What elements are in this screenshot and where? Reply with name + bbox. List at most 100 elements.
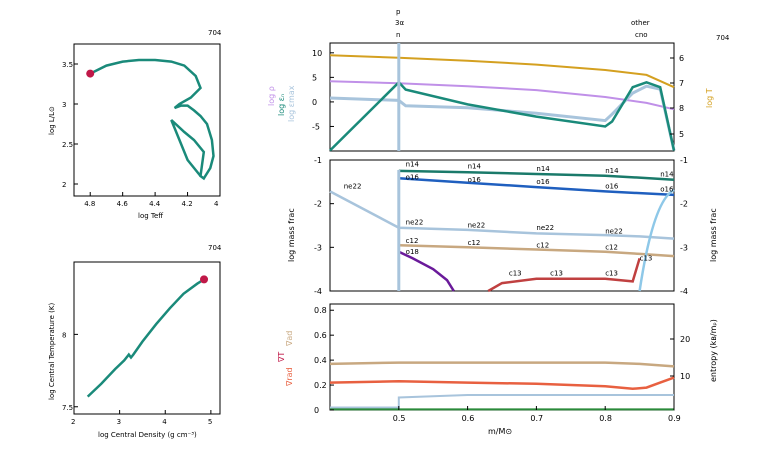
rhot-xtick-label: 3 xyxy=(117,418,121,426)
abund-species-label: o16 xyxy=(468,176,482,184)
marker-cno: cno xyxy=(635,31,648,39)
abund-frame xyxy=(329,159,675,292)
abund-species-label: n14 xyxy=(605,167,619,175)
central-density-temperature-panel: 2 3 4 5 8 7.5 log Central Density (g cm⁻³) lo… xyxy=(48,261,221,439)
hr-model-number: 704 xyxy=(208,29,222,37)
abund-species-label: c13 xyxy=(605,270,618,278)
abund-series-line xyxy=(398,169,675,181)
abund-species-label: ne22 xyxy=(344,182,362,190)
profile-label-logT: log T xyxy=(705,88,714,108)
hr-xtick-label: 4.6 xyxy=(117,200,129,208)
grad-ytick-label: 0.2 xyxy=(314,381,327,390)
hr-xtick-label: 4 xyxy=(214,200,219,208)
grad-ytick-label: 0.8 xyxy=(314,306,327,315)
abund-species-label: c12 xyxy=(406,237,419,245)
hr-ytick-label: 3.5 xyxy=(62,61,73,69)
marker-n: n xyxy=(396,31,400,39)
profile-rtick-label: 8 xyxy=(679,104,684,113)
grad-label-ad: ∇ad xyxy=(285,331,294,347)
abund-species-label: n14 xyxy=(468,163,482,171)
abund-species-label: c12 xyxy=(468,239,481,247)
abund-species-label: ne22 xyxy=(468,222,486,230)
marker-3a: 3α xyxy=(395,19,404,27)
grad-label-rad: ∇rad xyxy=(285,367,294,387)
rhot-current-marker xyxy=(200,275,209,284)
abund-series-line xyxy=(398,177,675,197)
grad-rtick-label: 10 xyxy=(680,372,690,381)
profile-ytick-label: 5 xyxy=(312,73,317,82)
rhot-track-line xyxy=(86,278,205,398)
profile-series-line xyxy=(329,80,676,152)
grad-series-line xyxy=(329,376,675,391)
abund-species-label: n14 xyxy=(536,165,550,173)
abundance-panel: -1 -1 -2 -2 -3 -3 -4 -4 n14 n14 n14 n14 n14 o16 o16 o1… xyxy=(287,156,718,296)
abund-species-label: o16 xyxy=(536,178,550,186)
rhot-xtick-label: 2 xyxy=(71,418,75,426)
grad-xtick-label: 0.5 xyxy=(393,414,406,423)
grad-xtick-label: 0.6 xyxy=(462,414,475,423)
profile-rtick-label: 6 xyxy=(679,54,684,63)
profile-rtick-label: 5 xyxy=(679,130,684,139)
grad-xtick-label: 0.8 xyxy=(599,414,612,423)
abund-ylabel-right: log mass frac xyxy=(709,208,718,262)
abund-species-label: o16 xyxy=(406,174,420,182)
abund-species-label: n14 xyxy=(660,171,674,179)
grad-xtick-label: 0.7 xyxy=(530,414,543,423)
abund-rtick-label: -2 xyxy=(680,200,688,209)
rhot-xtick-label: 4 xyxy=(162,418,167,426)
abund-rtick-label: -4 xyxy=(680,287,688,296)
profile-model-number: 704 xyxy=(716,34,730,42)
hr-ytick-label: 3 xyxy=(62,101,66,109)
rhot-xtick-label: 5 xyxy=(208,418,212,426)
grad-xtick-label: 0.9 xyxy=(668,414,681,423)
grad-ytick-label: 0.4 xyxy=(314,356,327,365)
hr-xtick-label: 4.8 xyxy=(84,200,95,208)
hr-ytick-label: 2.5 xyxy=(62,141,73,149)
grad-entropy-label: entropy (kʙ/mₚ) xyxy=(709,319,718,382)
profile-ytick-label: -5 xyxy=(312,122,320,131)
hr-xtick-label: 4.2 xyxy=(182,200,193,208)
abund-species-label: n14 xyxy=(406,161,420,169)
abund-ytick-label: -1 xyxy=(314,156,322,165)
profile-panel: 10 5 0 -5 6 7 8 5 log ρ log εₙ log εmax log T xyxy=(267,42,714,152)
abund-species-label: c12 xyxy=(536,241,549,249)
abund-species-label: o16 xyxy=(605,182,619,190)
abund-species-label: c13 xyxy=(640,254,653,262)
rhot-model-number: 704 xyxy=(208,244,222,252)
profile-frame xyxy=(329,42,675,152)
grad-ytick-label: 0.6 xyxy=(314,331,327,340)
abund-series-line xyxy=(398,250,455,292)
grad-rtick-label: 20 xyxy=(680,335,690,344)
hr-ytick-label: 2 xyxy=(62,181,66,189)
abund-species-label: c12 xyxy=(605,244,618,252)
profile-ytick-label: 0 xyxy=(312,98,317,107)
rhot-frame xyxy=(73,261,221,415)
grad-xlabel: m/M⊙ xyxy=(488,427,512,436)
profile-label-eps-max: log εmax xyxy=(287,85,296,122)
marker-other: other xyxy=(631,19,650,27)
marker-p: p xyxy=(396,8,401,16)
grad-series-line xyxy=(329,361,675,368)
profile-label-rho: log ρ xyxy=(267,86,276,106)
abund-rtick-label: -1 xyxy=(680,156,688,165)
hr-current-marker xyxy=(86,69,95,78)
profile-series-line xyxy=(329,84,676,151)
rhot-ytick-label: 7.5 xyxy=(62,404,73,412)
profile-rtick-label: 7 xyxy=(679,79,684,88)
abund-species-label: ne22 xyxy=(605,227,623,235)
abund-species-label: c13 xyxy=(550,270,563,278)
rhot-ylabel: log Central Temperature (K) xyxy=(48,303,56,400)
abund-species-label: ne22 xyxy=(406,219,424,227)
rhot-ytick-label: 8 xyxy=(62,331,66,339)
profile-ytick-label: 10 xyxy=(312,49,322,58)
abund-ytick-label: -3 xyxy=(314,243,322,252)
hr-xlabel: log Teff xyxy=(138,212,163,220)
hr-diagram-panel: 4.8 4.6 4.4 4.2 4 3.5 3 2.5 2 log Teff log L/L⊙ xyxy=(48,43,221,220)
abund-species-label: o18 xyxy=(406,248,419,256)
grad-label-T: ∇T xyxy=(277,352,286,363)
profile-label-eps-nuc: log εₙ xyxy=(277,94,286,116)
abund-rtick-label: -3 xyxy=(680,243,688,252)
abund-ytick-label: -4 xyxy=(314,287,322,296)
